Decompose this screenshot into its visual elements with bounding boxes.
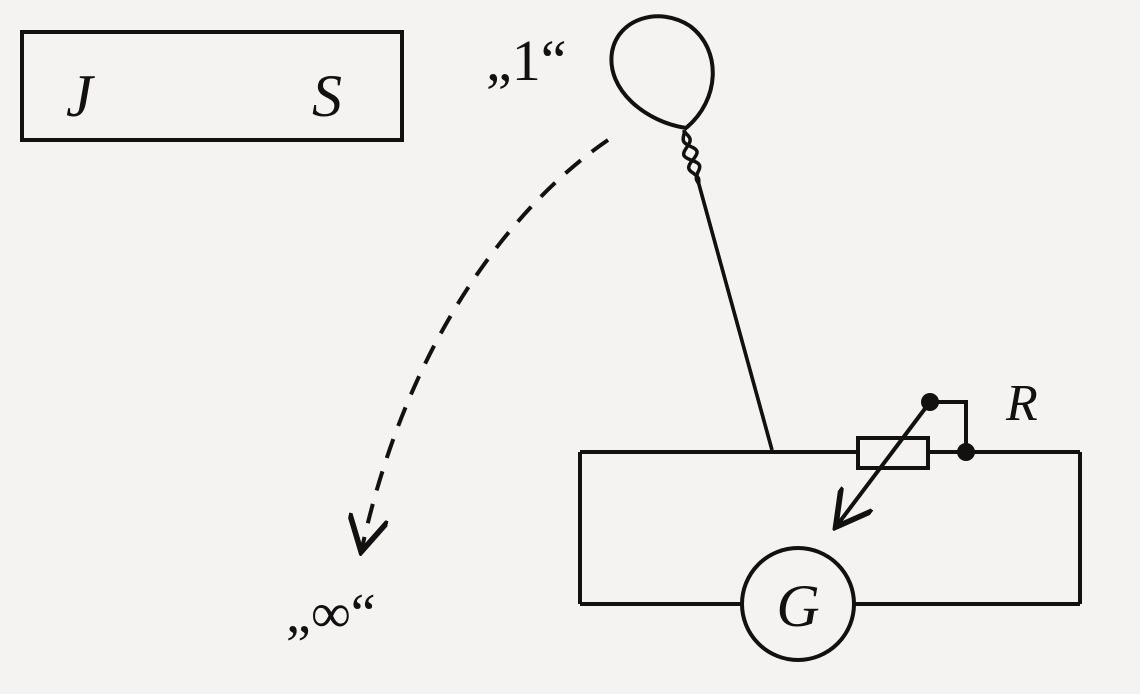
infinity-position-label: „∞“ bbox=[286, 583, 376, 645]
galvanometer-circle bbox=[740, 546, 856, 662]
magnet-north-label: J bbox=[66, 63, 95, 129]
loop-position-label: „1“ bbox=[486, 28, 567, 93]
twisted-wire-b bbox=[681, 129, 774, 451]
resistor-label: R bbox=[1005, 375, 1038, 432]
twisted-leads bbox=[681, 129, 774, 451]
circuit bbox=[578, 450, 1082, 606]
wire-loop bbox=[609, 14, 715, 131]
slider-arrow bbox=[838, 400, 932, 524]
rheostat: R bbox=[838, 375, 1038, 524]
magnet-body bbox=[20, 30, 404, 142]
resistor-body bbox=[856, 436, 930, 470]
bar-magnet: J S bbox=[20, 30, 404, 142]
galvanometer: G bbox=[740, 546, 856, 662]
galvanometer-label: G bbox=[776, 573, 819, 639]
magnet-south-label: S bbox=[312, 63, 342, 129]
motion-path-arrow bbox=[362, 138, 610, 548]
slider-link-wire bbox=[930, 400, 968, 452]
